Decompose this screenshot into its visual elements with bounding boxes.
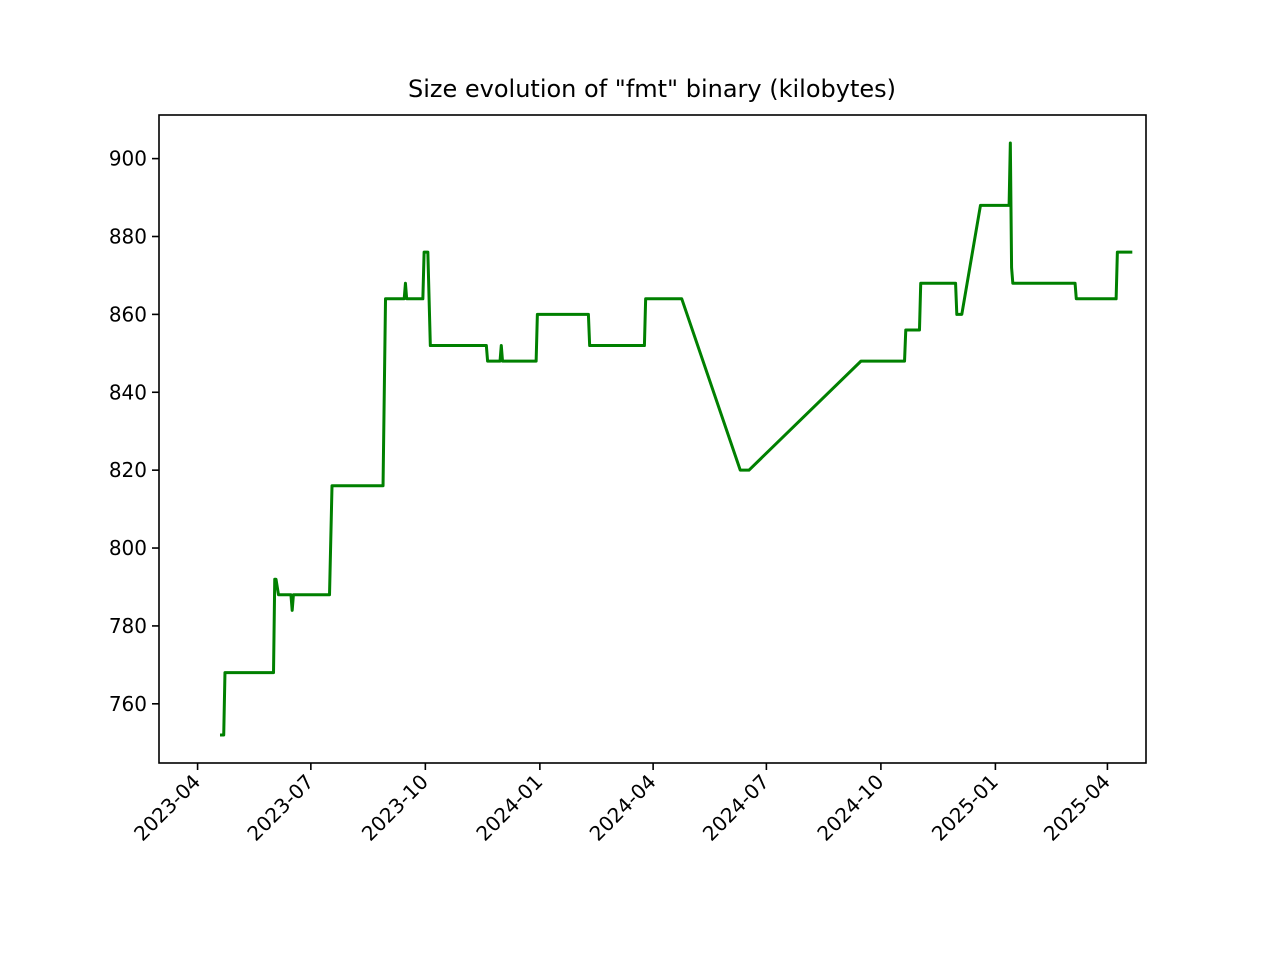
y-tick-label: 840 xyxy=(109,380,147,404)
chart-title: Size evolution of "fmt" binary (kilobyte… xyxy=(408,75,896,103)
series-layer xyxy=(219,141,1133,737)
y-tick-label: 820 xyxy=(109,458,147,482)
y-tick-label: 800 xyxy=(109,536,147,560)
y-axis-ticks: 760 780 800 820 840 860 880 900 xyxy=(109,147,159,716)
y-tick-label: 860 xyxy=(109,302,147,326)
y-tick-label: 880 xyxy=(109,225,147,249)
series-line xyxy=(219,141,1133,737)
y-tick-label: 780 xyxy=(109,614,147,638)
y-tick-label: 900 xyxy=(109,147,147,171)
plot-frame xyxy=(158,114,1147,764)
y-tick-label: 760 xyxy=(109,692,147,716)
plot-area xyxy=(159,115,1146,763)
